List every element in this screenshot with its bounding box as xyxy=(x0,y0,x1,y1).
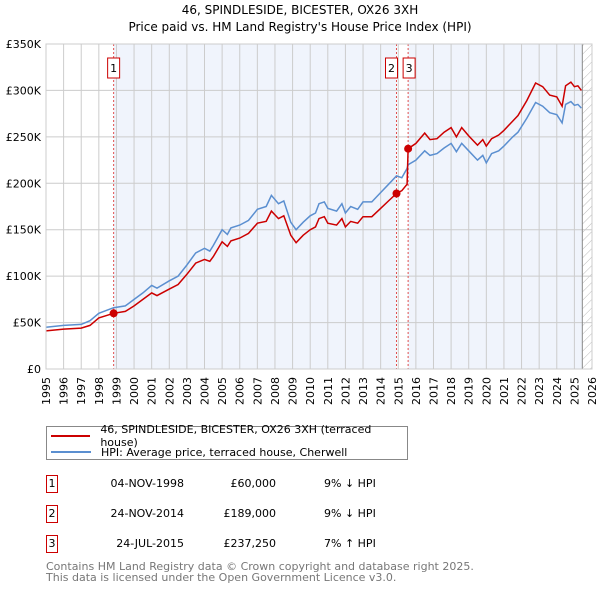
x-tick-label: 2020 xyxy=(480,377,493,405)
footer-copyright: Contains HM Land Registry data © Crown c… xyxy=(46,560,474,573)
transaction-change: 9% ↓ HPI xyxy=(324,507,376,520)
transaction-date: 24-NOV-2014 xyxy=(110,507,184,520)
y-tick-label: £100K xyxy=(6,270,42,283)
legend: 46, SPINDLESIDE, BICESTER, OX26 3XH (ter… xyxy=(46,423,408,460)
x-tick-label: 2017 xyxy=(427,377,440,405)
legend-label-property: 46, SPINDLESIDE, BICESTER, OX26 3XH (ter… xyxy=(100,423,372,449)
transaction-price: £189,000 xyxy=(223,507,277,520)
x-tick-label: 1999 xyxy=(110,377,123,405)
sale-point xyxy=(392,189,401,198)
x-tick-label: 1996 xyxy=(58,377,71,405)
transaction-change: 7% ↑ HPI xyxy=(324,537,376,550)
transaction-change: 9% ↓ HPI xyxy=(324,477,376,490)
transaction-row: 1 04-NOV-1998 £60,000 9% ↓ HPI xyxy=(46,475,376,495)
sale-point xyxy=(404,144,413,153)
sale-label-text: 2 xyxy=(388,62,395,75)
transaction-date: 24-JUL-2015 xyxy=(116,537,184,550)
x-tick-label: 2009 xyxy=(287,377,300,405)
y-tick-label: £200K xyxy=(6,177,42,190)
x-tick-label: 1995 xyxy=(40,377,53,405)
y-tick-label: £0 xyxy=(27,363,41,376)
ownership-shade-1 xyxy=(113,44,397,369)
footer-licence: This data is licensed under the Open Gov… xyxy=(46,571,397,584)
y-tick-label: £300K xyxy=(6,84,42,97)
x-tick-label: 2002 xyxy=(163,377,176,405)
hpi-line xyxy=(45,100,582,328)
sale-label-box: 1 xyxy=(107,57,121,79)
sale-label-border xyxy=(107,57,121,79)
y-tick-label: £150K xyxy=(6,224,42,237)
x-tick-label: 2003 xyxy=(181,377,194,405)
sale-point xyxy=(109,309,118,318)
forecast-hatch xyxy=(582,44,592,369)
x-tick-label: 2016 xyxy=(410,377,423,405)
x-tick-label: 1997 xyxy=(75,377,88,405)
x-tick-label: 2013 xyxy=(357,377,370,405)
sale-label-box: 2 xyxy=(384,57,398,79)
legend-label-hpi: HPI: Average price, terraced house, Cher… xyxy=(101,445,348,459)
price-paid-line xyxy=(45,81,582,332)
x-tick-label: 2018 xyxy=(445,377,458,405)
x-tick-label: 2011 xyxy=(322,377,335,405)
sale-label-border xyxy=(384,57,398,79)
x-tick-label: 2023 xyxy=(533,377,546,405)
x-tick-label: 1998 xyxy=(93,377,106,405)
y-tick-label: £50K xyxy=(13,317,42,330)
x-tick-label: 2012 xyxy=(339,377,352,405)
x-tick-label: 2004 xyxy=(199,377,212,405)
x-tick-label: 2014 xyxy=(375,377,388,405)
x-tick-label: 2019 xyxy=(463,377,476,405)
chart-subtitle: Price paid vs. HM Land Registry's House … xyxy=(128,20,471,34)
x-tick-label: 2010 xyxy=(304,377,317,405)
sale-label-text: 1 xyxy=(110,62,117,75)
x-tick-label: 2021 xyxy=(498,377,511,405)
legend-item-hpi: HPI: Average price, terraced house, Cher… xyxy=(51,444,347,460)
transaction-date: 04-NOV-1998 xyxy=(110,477,184,490)
legend-swatch-red xyxy=(51,435,91,437)
x-tick-label: 2026 xyxy=(586,377,599,405)
sale-label-border xyxy=(402,57,416,79)
x-tick-label: 2001 xyxy=(146,377,159,405)
price-chart: 46, SPINDLESIDE, BICESTER, OX26 3XH Pric… xyxy=(6,3,599,405)
transaction-price: £60,000 xyxy=(230,477,277,490)
plot-border xyxy=(45,43,593,370)
transaction-marker: 1 xyxy=(46,475,58,493)
x-tick-label: 2008 xyxy=(269,377,282,405)
x-tick-label: 2015 xyxy=(392,377,405,405)
x-tick-label: 2005 xyxy=(216,377,229,405)
transaction-row: 2 24-NOV-2014 £189,000 9% ↓ HPI xyxy=(46,505,376,525)
x-tick-label: 2025 xyxy=(568,377,581,405)
x-tick-label: 2000 xyxy=(128,377,141,405)
transaction-marker: 3 xyxy=(46,535,58,553)
y-tick-label: £350K xyxy=(6,38,42,51)
x-tick-label: 2006 xyxy=(234,377,247,405)
transaction-price: £237,250 xyxy=(223,537,277,550)
transaction-marker: 2 xyxy=(46,505,58,523)
transaction-row: 3 24-JUL-2015 £237,250 7% ↑ HPI xyxy=(46,535,376,555)
x-tick-label: 2022 xyxy=(516,377,529,405)
x-tick-label: 2007 xyxy=(251,377,264,405)
legend-swatch-blue xyxy=(51,451,91,453)
sale-label-box: 3 xyxy=(402,57,416,79)
sale-label-text: 3 xyxy=(406,62,413,75)
x-tick-label: 2024 xyxy=(551,377,564,405)
y-tick-label: £250K xyxy=(6,131,42,144)
ownership-shade-2 xyxy=(408,44,583,369)
chart-title: 46, SPINDLESIDE, BICESTER, OX26 3XH xyxy=(182,3,418,17)
legend-item-property: 46, SPINDLESIDE, BICESTER, OX26 3XH (ter… xyxy=(51,423,407,449)
